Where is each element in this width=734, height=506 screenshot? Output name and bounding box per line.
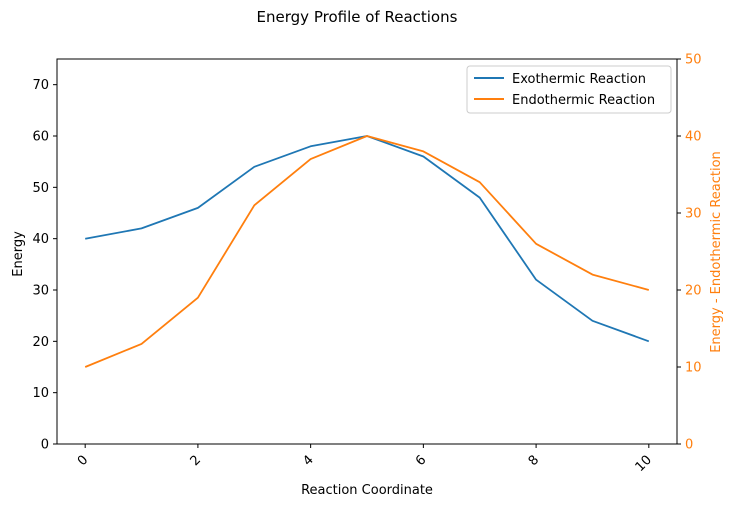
- y-tick-label: 10: [32, 386, 49, 401]
- legend-label-exothermic: Exothermic Reaction: [512, 72, 646, 87]
- chart-title: Energy Profile of Reactions: [257, 8, 458, 26]
- y-axis-label: Energy: [11, 231, 26, 277]
- x-axis: 0 2 4 6 8 10: [75, 444, 655, 475]
- series-lines: [84, 135, 650, 368]
- y2-tick-label: 40: [685, 130, 702, 145]
- plot-frame: [56, 58, 678, 445]
- y2-tick-label: 10: [685, 361, 702, 376]
- x-tick-label: 0: [75, 453, 91, 469]
- x-tick-label: 2: [188, 453, 204, 469]
- y-tick-label: 70: [32, 78, 49, 93]
- y2-axis-label: Energy - Endothermic Reaction: [709, 151, 724, 353]
- y2-tick-label: 20: [685, 284, 702, 299]
- x-axis-label: Reaction Coordinate: [301, 483, 433, 498]
- legend: Exothermic Reaction Endothermic Reaction: [466, 65, 672, 114]
- series-line-0: [85, 135, 650, 343]
- y-axis-left: 0 10 20 30 40 50 60 70: [32, 78, 57, 453]
- x-tick-label: 6: [413, 453, 429, 469]
- y2-tick-label: 30: [685, 207, 702, 222]
- legend-box: [466, 65, 672, 114]
- y-tick-label: 50: [32, 181, 49, 196]
- x-tick-label: 8: [526, 453, 542, 469]
- y2-tick-label: 0: [685, 438, 693, 453]
- y-tick-label: 60: [32, 130, 49, 145]
- x-tick-label: 10: [633, 453, 655, 475]
- series-line-1: [84, 135, 650, 368]
- legend-label-endothermic: Endothermic Reaction: [512, 93, 655, 108]
- x-tick-label: 4: [300, 453, 316, 469]
- y-tick-label: 40: [32, 232, 49, 247]
- y-axis-right: 0 10 20 30 40 50: [677, 53, 702, 453]
- y-tick-label: 30: [32, 284, 49, 299]
- y-tick-label: 20: [32, 335, 49, 350]
- y-tick-label: 0: [41, 438, 49, 453]
- y2-tick-label: 50: [685, 53, 702, 68]
